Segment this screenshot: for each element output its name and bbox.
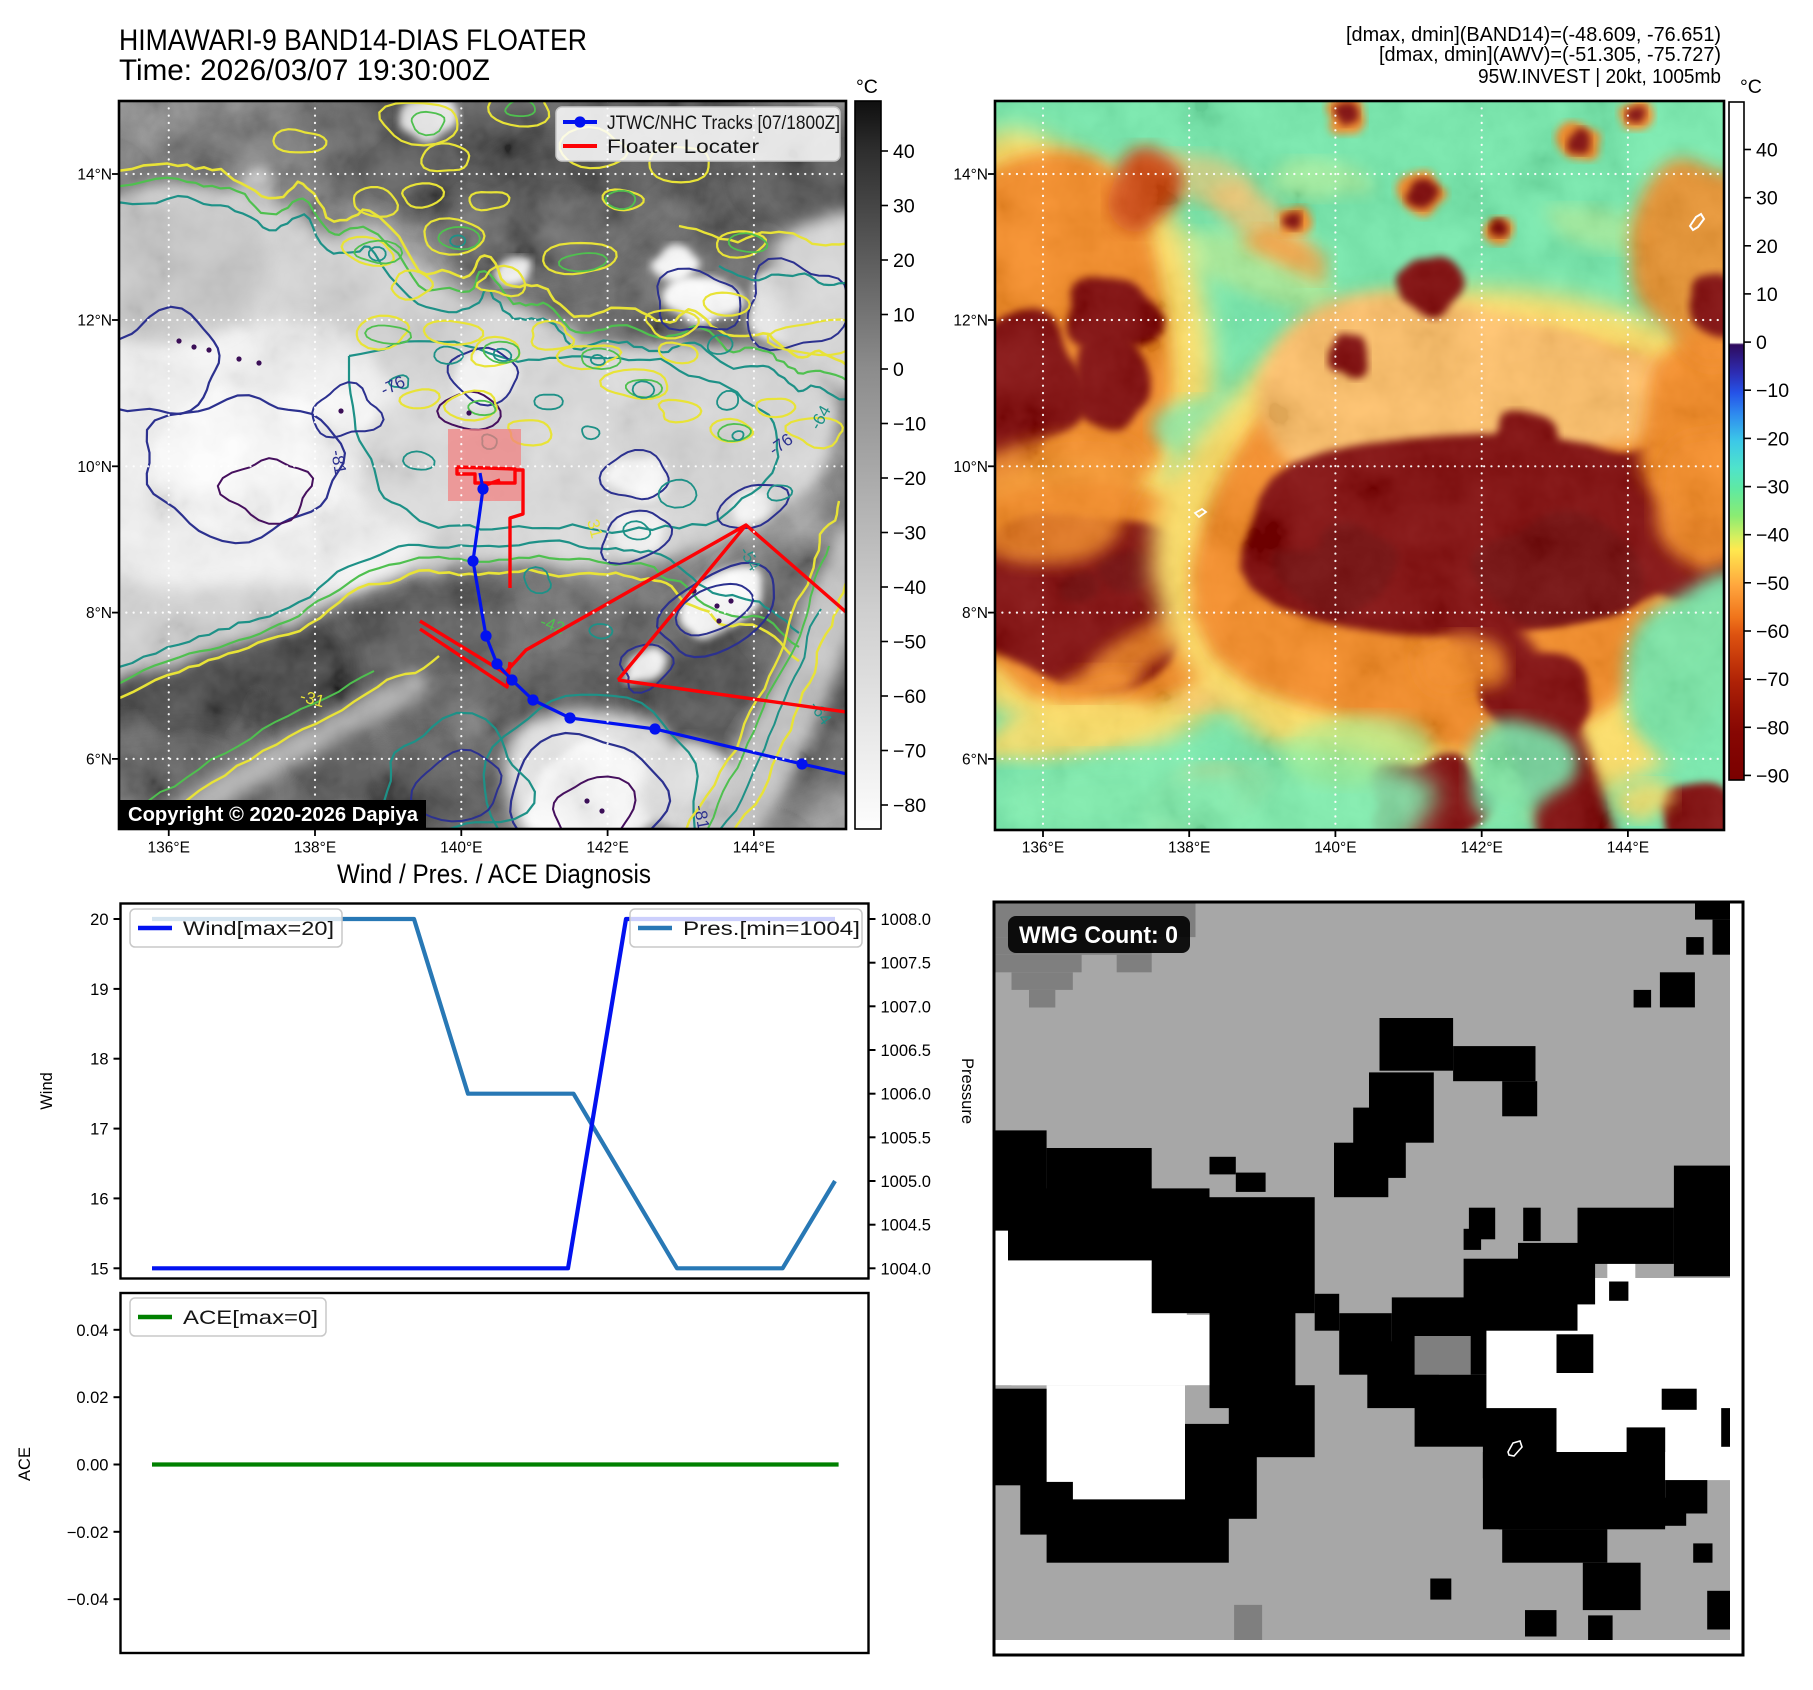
svg-text:−50: −50 bbox=[1756, 573, 1789, 595]
svg-text:−10: −10 bbox=[1756, 380, 1789, 402]
svg-text:HIMAWARI-9 BAND14-DIAS FLOATER: HIMAWARI-9 BAND14-DIAS FLOATER bbox=[119, 24, 587, 57]
svg-text:Wind[max=20]: Wind[max=20] bbox=[183, 918, 334, 940]
svg-text:JTWC/NHC Tracks [07/1800Z]: JTWC/NHC Tracks [07/1800Z] bbox=[607, 112, 840, 134]
svg-text:1007.5: 1007.5 bbox=[881, 955, 931, 973]
svg-text:1007.0: 1007.0 bbox=[881, 998, 931, 1016]
svg-text:138°E: 138°E bbox=[1168, 840, 1210, 857]
svg-text:ACE: ACE bbox=[16, 1447, 34, 1481]
svg-text:−0.04: −0.04 bbox=[67, 1591, 109, 1609]
svg-text:−40: −40 bbox=[893, 577, 926, 599]
svg-text:1005.5: 1005.5 bbox=[881, 1129, 931, 1147]
svg-text:20: 20 bbox=[1756, 236, 1778, 258]
svg-text:1004.5: 1004.5 bbox=[881, 1217, 931, 1235]
svg-text:WMG Count: 0: WMG Count: 0 bbox=[1019, 922, 1178, 949]
svg-text:°C: °C bbox=[856, 76, 878, 98]
svg-text:−30: −30 bbox=[893, 523, 926, 545]
svg-text:Copyright © 2020-2026 Dapiya: Copyright © 2020-2026 Dapiya bbox=[128, 804, 419, 826]
svg-text:−70: −70 bbox=[1756, 669, 1789, 691]
svg-text:Pres.[min=1004]: Pres.[min=1004] bbox=[683, 918, 860, 940]
svg-text:−20: −20 bbox=[1756, 428, 1789, 450]
svg-text:1008.0: 1008.0 bbox=[881, 911, 931, 929]
svg-text:−20: −20 bbox=[893, 468, 926, 490]
svg-text:14°N: 14°N bbox=[953, 167, 988, 184]
svg-text:0: 0 bbox=[1756, 332, 1767, 354]
svg-text:10: 10 bbox=[893, 305, 915, 327]
svg-text:144°E: 144°E bbox=[733, 840, 775, 857]
svg-text:0.02: 0.02 bbox=[76, 1389, 108, 1407]
svg-text:12°N: 12°N bbox=[953, 313, 988, 330]
svg-text:−10: −10 bbox=[893, 414, 926, 436]
svg-text:−60: −60 bbox=[893, 686, 926, 708]
svg-text:14°N: 14°N bbox=[77, 167, 112, 184]
svg-text:1006.5: 1006.5 bbox=[881, 1042, 931, 1060]
svg-text:Floater Locater: Floater Locater bbox=[607, 136, 760, 158]
svg-text:[dmax, dmin](AWV)=(-51.305, -7: [dmax, dmin](AWV)=(-51.305, -75.727) bbox=[1379, 44, 1721, 66]
svg-text:140°E: 140°E bbox=[1314, 840, 1356, 857]
svg-text:142°E: 142°E bbox=[586, 840, 628, 857]
svg-text:20: 20 bbox=[893, 250, 915, 272]
svg-text:0.04: 0.04 bbox=[76, 1322, 108, 1340]
svg-text:−70: −70 bbox=[893, 741, 926, 763]
svg-text:40: 40 bbox=[1756, 140, 1778, 162]
svg-text:-81: -81 bbox=[690, 803, 713, 831]
svg-text:19: 19 bbox=[90, 981, 108, 999]
svg-text:Wind: Wind bbox=[38, 1072, 56, 1110]
svg-text:6°N: 6°N bbox=[962, 751, 988, 768]
svg-text:−0.02: −0.02 bbox=[67, 1524, 109, 1542]
svg-text:6°N: 6°N bbox=[86, 751, 112, 768]
svg-text:20: 20 bbox=[90, 911, 108, 929]
svg-text:0: 0 bbox=[893, 359, 904, 381]
svg-text:10°N: 10°N bbox=[953, 459, 988, 476]
svg-text:ACE[max=0]: ACE[max=0] bbox=[183, 1307, 318, 1329]
svg-text:-81: -81 bbox=[327, 448, 350, 476]
svg-text:138°E: 138°E bbox=[294, 840, 336, 857]
svg-text:1004.0: 1004.0 bbox=[881, 1260, 931, 1278]
svg-text:8°N: 8°N bbox=[962, 605, 988, 622]
svg-text:31: 31 bbox=[583, 517, 606, 540]
svg-text:12°N: 12°N bbox=[77, 313, 112, 330]
svg-text:−80: −80 bbox=[893, 795, 926, 817]
svg-text:−90: −90 bbox=[1756, 765, 1789, 787]
svg-text:136°E: 136°E bbox=[1022, 840, 1064, 857]
svg-text:140°E: 140°E bbox=[440, 840, 482, 857]
svg-text:−30: −30 bbox=[1756, 477, 1789, 499]
svg-text:−50: −50 bbox=[893, 632, 926, 654]
svg-text:°C: °C bbox=[1740, 76, 1762, 98]
svg-text:−60: −60 bbox=[1756, 621, 1789, 643]
svg-text:30: 30 bbox=[1756, 188, 1778, 210]
svg-text:8°N: 8°N bbox=[86, 605, 112, 622]
svg-text:136°E: 136°E bbox=[148, 840, 190, 857]
svg-text:1005.0: 1005.0 bbox=[881, 1173, 931, 1191]
svg-text:−80: −80 bbox=[1756, 717, 1789, 739]
svg-text:1006.0: 1006.0 bbox=[881, 1086, 931, 1104]
svg-text:40: 40 bbox=[893, 141, 915, 163]
svg-text:[dmax, dmin](BAND14)=(-48.609,: [dmax, dmin](BAND14)=(-48.609, -76.651) bbox=[1346, 24, 1721, 46]
svg-text:Pressure: Pressure bbox=[958, 1058, 976, 1124]
svg-text:142°E: 142°E bbox=[1460, 840, 1502, 857]
svg-text:Wind / Pres. / ACE Diagnosis: Wind / Pres. / ACE Diagnosis bbox=[337, 859, 651, 889]
svg-text:15: 15 bbox=[90, 1260, 108, 1278]
svg-text:0.00: 0.00 bbox=[76, 1457, 108, 1475]
svg-text:95W.INVEST | 20kt, 1005mb: 95W.INVEST | 20kt, 1005mb bbox=[1478, 66, 1721, 88]
svg-text:10°N: 10°N bbox=[77, 459, 112, 476]
svg-text:17: 17 bbox=[90, 1121, 108, 1139]
svg-text:−40: −40 bbox=[1756, 525, 1789, 547]
svg-text:16: 16 bbox=[90, 1190, 108, 1208]
svg-text:30: 30 bbox=[893, 196, 915, 218]
svg-text:Time: 2026/03/07 19:30:00Z: Time: 2026/03/07 19:30:00Z bbox=[119, 54, 490, 87]
svg-text:144°E: 144°E bbox=[1607, 840, 1649, 857]
svg-text:18: 18 bbox=[90, 1051, 108, 1069]
svg-text:10: 10 bbox=[1756, 284, 1778, 306]
